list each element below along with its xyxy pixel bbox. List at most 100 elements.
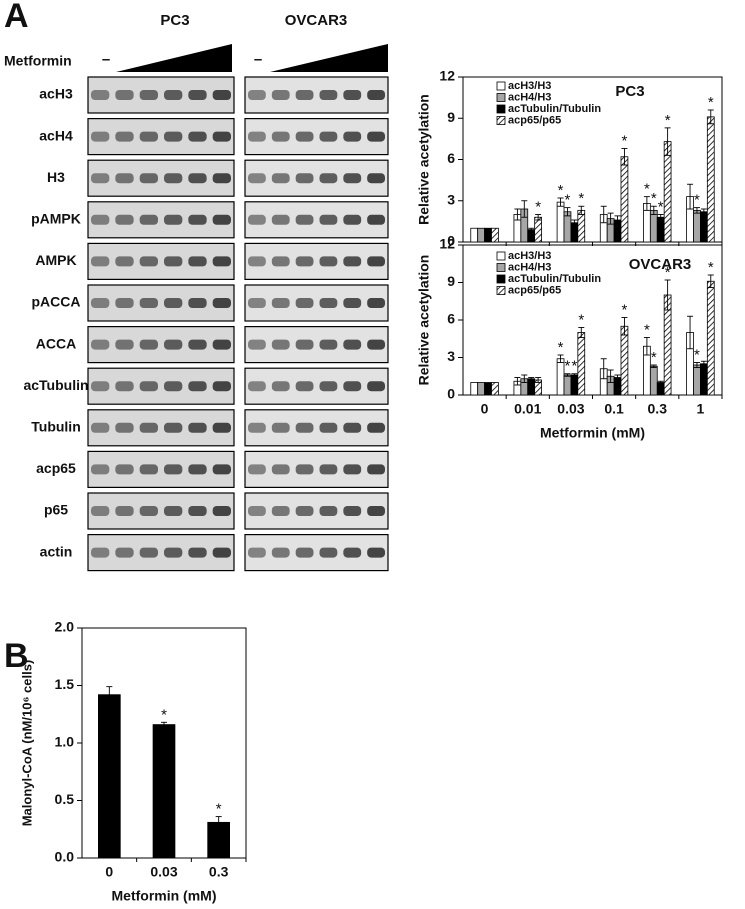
blot (244, 533, 389, 572)
legend-label: acp65/p65 (508, 114, 561, 126)
x-tick-label: 0.1 (604, 401, 624, 417)
band (367, 422, 385, 433)
band (164, 131, 183, 142)
band (212, 173, 231, 184)
band (188, 173, 207, 184)
band (188, 547, 207, 558)
bar (700, 363, 708, 396)
band (212, 506, 231, 516)
blot (244, 326, 389, 364)
band (188, 256, 207, 267)
band (115, 547, 134, 558)
blot (244, 409, 389, 447)
band (115, 422, 134, 433)
error-bar (643, 196, 650, 211)
significance: * (694, 346, 700, 363)
treatment-label: Metformin (4, 53, 72, 69)
blot (87, 533, 235, 572)
bar (663, 141, 672, 243)
bar (470, 227, 479, 243)
band (295, 298, 314, 308)
band (115, 298, 134, 308)
y-tick-label: 12 (439, 236, 455, 252)
error-bar (106, 686, 113, 704)
y-tick-label: 12 (439, 68, 455, 84)
panel-label: A (4, 0, 29, 35)
blot (87, 450, 235, 488)
blot-label: actin (40, 543, 73, 559)
band (295, 256, 314, 267)
band (91, 214, 110, 225)
significance: * (558, 182, 564, 199)
error-bar (664, 279, 671, 311)
band (115, 214, 134, 225)
bar (620, 325, 629, 396)
legend-swatch (496, 93, 506, 102)
band (343, 547, 362, 558)
band (212, 464, 231, 475)
band (115, 464, 134, 475)
band (343, 214, 362, 225)
blot-label: p65 (44, 502, 68, 518)
band (319, 90, 338, 100)
error-bar (607, 212, 614, 225)
error-bar (528, 377, 535, 381)
significance: * (644, 181, 650, 198)
band (164, 464, 183, 475)
band (212, 547, 231, 558)
legend-swatch (496, 286, 506, 295)
band (367, 90, 385, 100)
bar (577, 332, 586, 396)
blot (87, 367, 235, 405)
band (248, 381, 266, 392)
band (319, 381, 338, 392)
band (212, 381, 231, 392)
band (115, 131, 134, 142)
band (115, 256, 134, 267)
cell-line: PC3 (160, 12, 189, 29)
band (91, 547, 110, 558)
y-axis-title: Malonyl-CoA (nM/10⁶ cells) (19, 660, 34, 827)
legend-swatch (496, 81, 506, 91)
blot (87, 284, 235, 322)
band (343, 256, 362, 267)
legend-label: acp65/p65 (508, 284, 561, 296)
blot (244, 284, 389, 322)
significance: * (558, 339, 564, 356)
y-tick-label: 0 (447, 386, 455, 402)
band (319, 214, 338, 225)
y-tick-label: 2.0 (55, 619, 75, 635)
band (212, 90, 231, 100)
legend-label: acH3/H3 (508, 250, 551, 262)
band (367, 256, 385, 267)
cell-line: OVCAR3 (285, 12, 348, 29)
error-bar (643, 337, 650, 356)
blot-label: ACCA (36, 335, 76, 351)
blot (244, 76, 389, 114)
y-tick-label: 1.5 (55, 676, 75, 692)
band (319, 298, 338, 308)
blot (87, 409, 235, 447)
bar (152, 724, 176, 859)
legend-swatch (496, 274, 506, 284)
blot-label: Tubulin (31, 419, 81, 435)
legend-label: acTubulin/Tubulin (508, 103, 601, 115)
band (91, 381, 110, 392)
band (367, 464, 385, 475)
band (367, 339, 385, 350)
band (343, 90, 362, 100)
blot-label: AMPK (35, 252, 76, 268)
error-bar (535, 377, 542, 383)
band (319, 464, 338, 475)
x-axis-title: Metformin (mM) (112, 888, 217, 904)
band (271, 256, 290, 267)
error-bar (564, 207, 571, 217)
band (271, 381, 290, 392)
band (91, 173, 110, 184)
blot (244, 242, 389, 280)
y-axis-title: Relative acetylation (416, 255, 432, 386)
legend-label: acTubulin/Tubulin (508, 273, 601, 285)
band (295, 173, 314, 184)
band (164, 547, 183, 558)
y-tick-label: 1.0 (55, 734, 75, 750)
